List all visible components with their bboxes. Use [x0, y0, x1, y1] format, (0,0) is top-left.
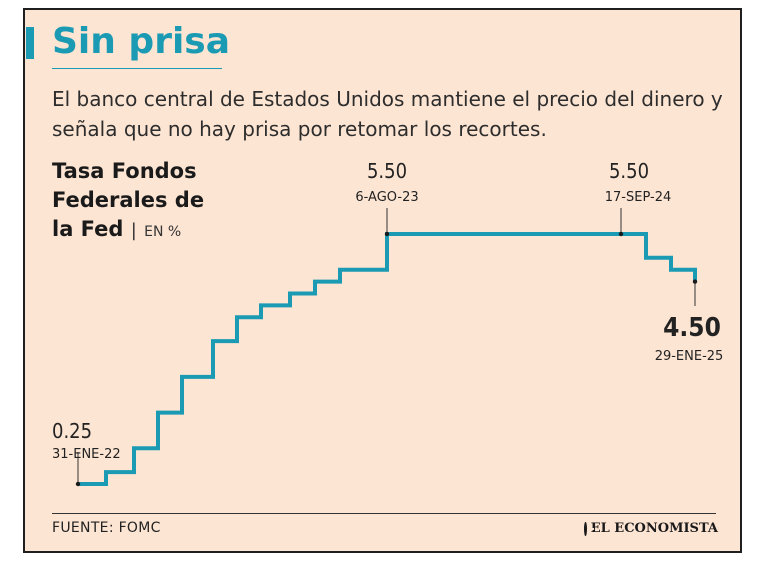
metric-separator: | — [130, 220, 137, 241]
brand-logo: EL ECONOMISTA — [584, 521, 718, 536]
source-note: FUENTE: FOMC — [52, 520, 161, 536]
metric-unit: EN % — [144, 224, 182, 240]
annotation-value: 5.50 — [367, 159, 407, 183]
annotation-value: 5.50 — [609, 159, 649, 183]
annotation-dot — [692, 279, 698, 284]
annotation-dot — [75, 481, 81, 487]
annotation-dot — [384, 231, 390, 237]
annotation-date: 29-ENE-25 — [655, 349, 724, 364]
metric-name-line-1: Tasa Fondos — [52, 159, 197, 183]
brand-icon — [584, 521, 594, 536]
title-accent-bar — [26, 27, 34, 59]
title-underline — [52, 68, 222, 69]
metric-label: Tasa Fondos Federales de la Fed | EN % — [52, 157, 252, 247]
annotation-value: 0.25 — [52, 419, 92, 443]
annotation-date: 31-ENE-22 — [52, 447, 121, 462]
annotation-date: 17-SEP-24 — [605, 190, 672, 205]
annotation-value: 4.50 — [663, 313, 721, 343]
footer-divider — [52, 513, 716, 514]
metric-name-line-3: la Fed — [52, 217, 124, 241]
metric-name-line-2: Federales de — [52, 188, 205, 212]
chart-frame — [23, 8, 742, 553]
rate-series-line — [78, 232, 697, 486]
chart-title: Sin prisa — [52, 21, 231, 62]
annotation-dot — [618, 231, 624, 237]
brand-name: EL ECONOMISTA — [590, 521, 718, 536]
annotation-date: 6-AGO-23 — [355, 190, 418, 205]
chart-subtitle: El banco central de Estados Unidos manti… — [52, 87, 723, 141]
